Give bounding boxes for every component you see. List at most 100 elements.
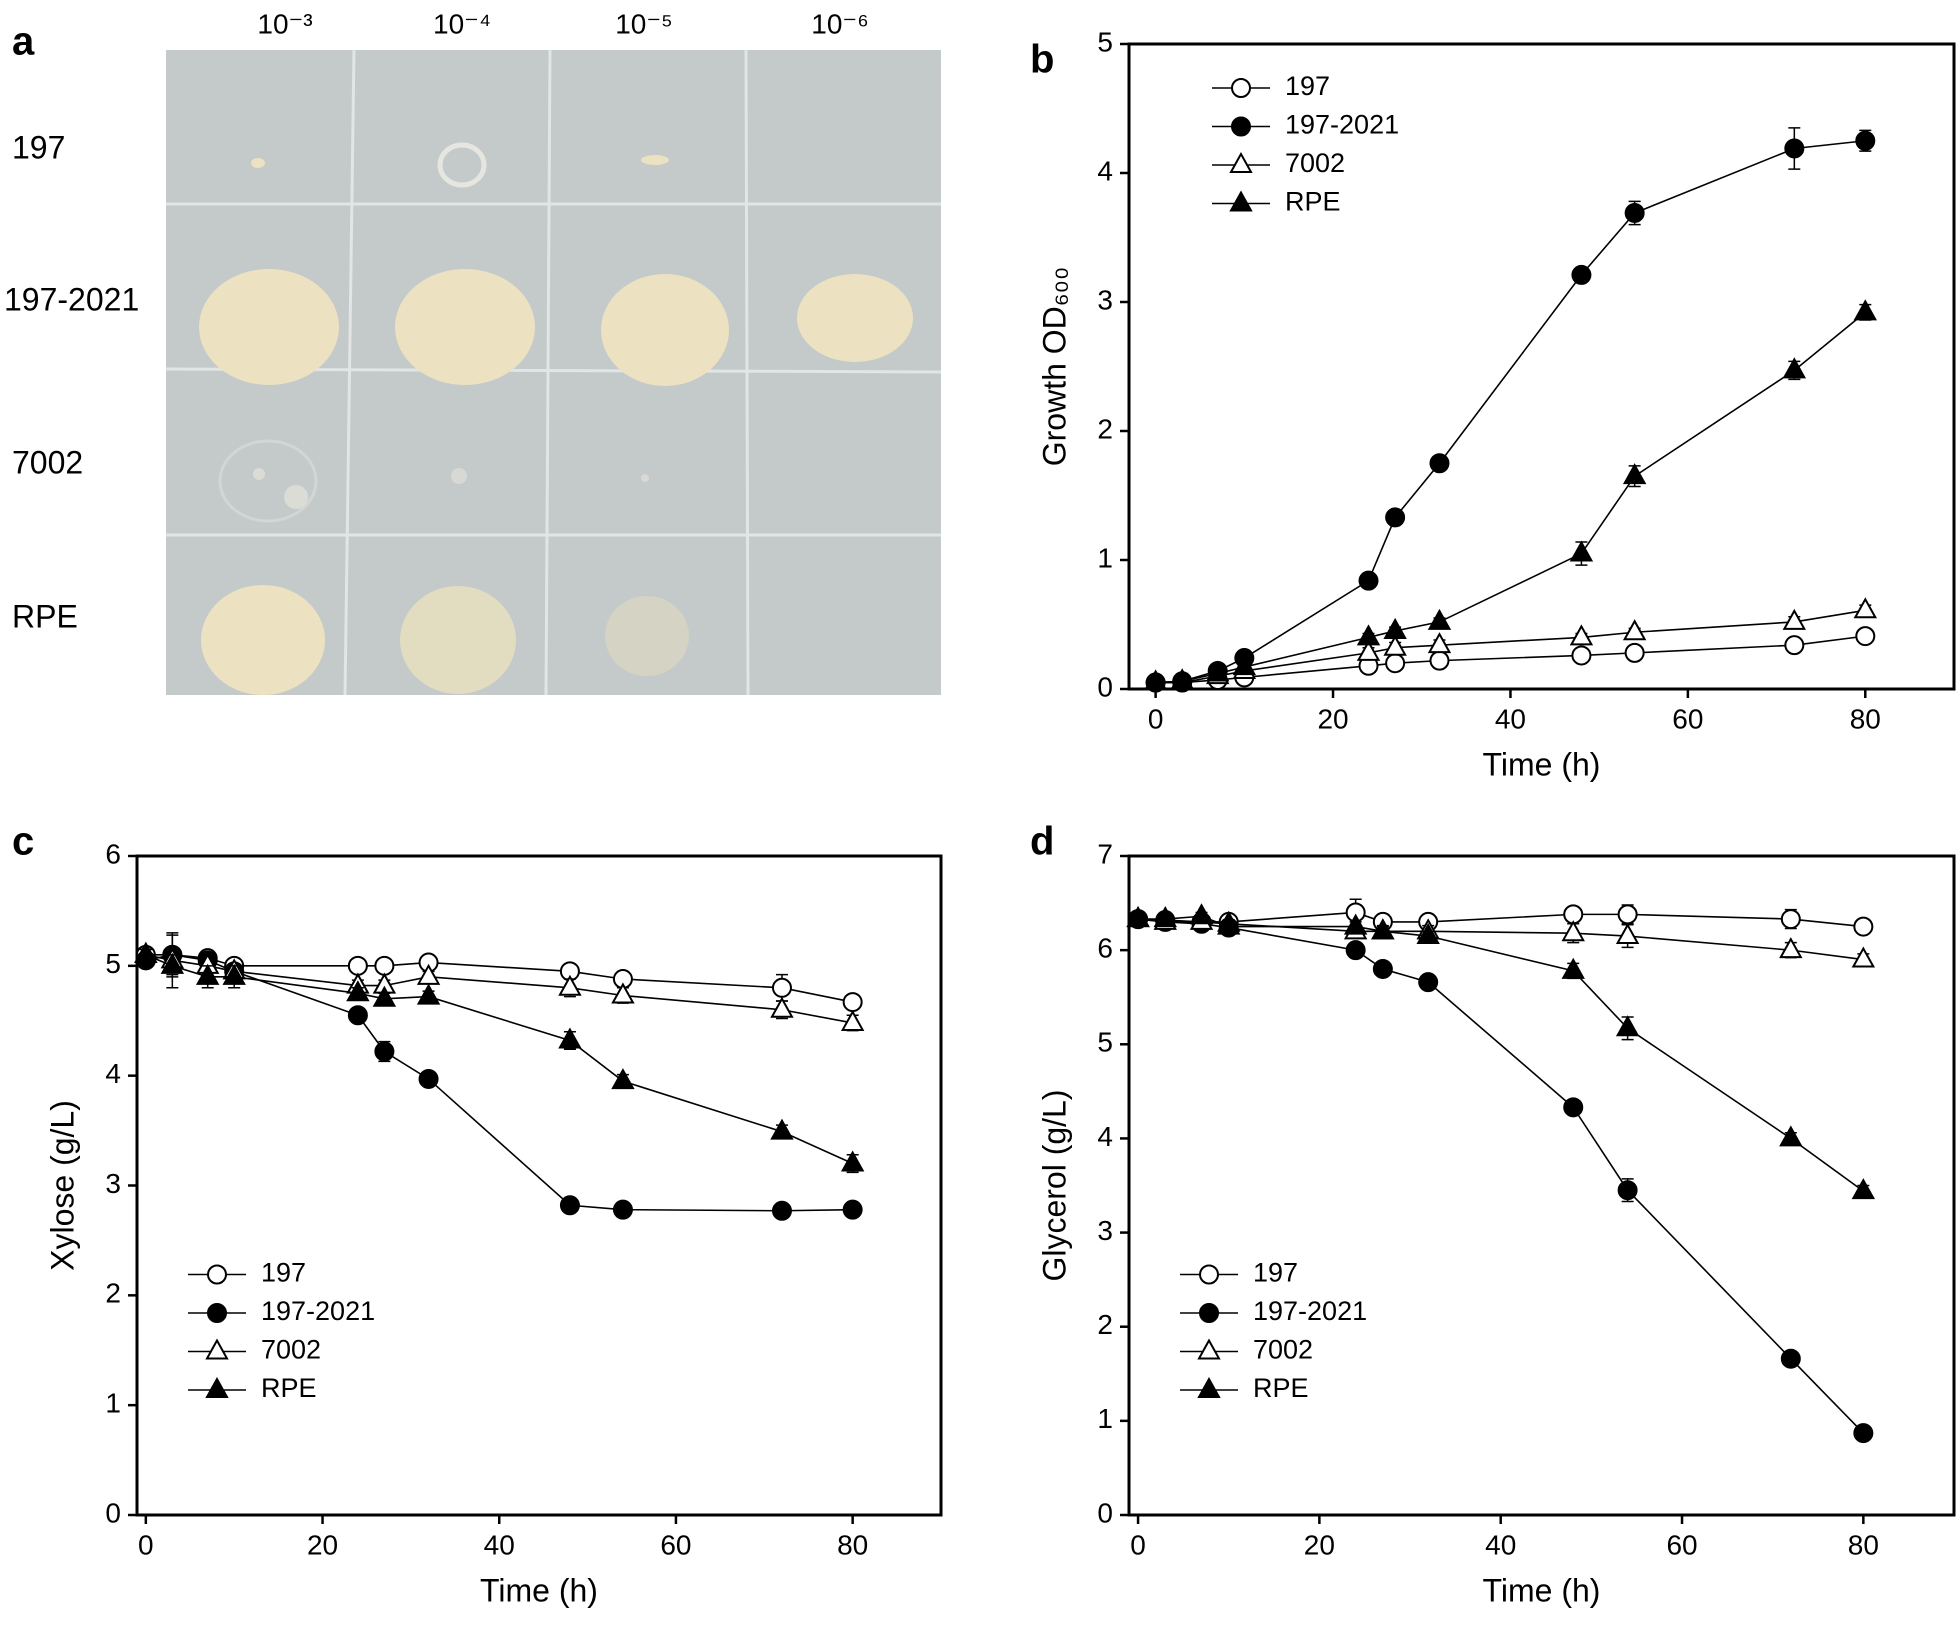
point	[1343, 913, 1368, 935]
point	[1853, 1423, 1874, 1444]
y-tick-label: 5	[105, 948, 121, 979]
y-tick-label: 6	[1097, 933, 1113, 964]
chart: b 0 1 2 3 4 5 0 20 40 60 80 Time (h) Growth OD₆₀₀ 197 1…	[1030, 26, 1956, 782]
point	[1126, 906, 1150, 928]
legend-label: 7002	[1285, 148, 1345, 178]
point	[1563, 1097, 1584, 1118]
strain-label: 197	[12, 129, 65, 165]
y-tick-label: 3	[1097, 1215, 1113, 1246]
point	[770, 1118, 794, 1140]
legend-label: 197-2021	[1253, 1296, 1367, 1326]
panel-label: b	[1030, 38, 1054, 82]
point	[1780, 1348, 1801, 1369]
panel-label: d	[1030, 820, 1054, 864]
point	[842, 1199, 863, 1220]
point	[195, 963, 220, 985]
y-axis-title: Glycerol (g/L)	[1036, 1089, 1072, 1281]
point	[222, 963, 246, 985]
point	[1561, 920, 1585, 942]
x-axis-title: Time (h)	[1483, 746, 1601, 782]
point	[1622, 463, 1647, 485]
dilution-label: 10⁻⁵	[615, 8, 673, 39]
x-tick-label: 40	[1485, 1529, 1516, 1560]
point	[1782, 357, 1807, 379]
dilution-label: 10⁻⁶	[811, 8, 868, 39]
series-line	[1155, 139, 1866, 684]
point	[372, 985, 397, 1007]
x-tick-label: 0	[1130, 1529, 1146, 1560]
point	[1383, 617, 1407, 639]
x-tick-label: 80	[1850, 703, 1881, 734]
legend-label: 197-2021	[1285, 110, 1399, 140]
y-tick-label: 0	[105, 1497, 121, 1528]
y-tick-label: 3	[1097, 284, 1113, 315]
point	[1429, 650, 1450, 671]
point	[1784, 138, 1805, 159]
y-tick-label: 1	[1097, 542, 1113, 573]
point	[1780, 909, 1801, 930]
point	[559, 1195, 580, 1216]
point	[1383, 634, 1407, 656]
panel-label: c	[12, 820, 34, 864]
point	[1153, 906, 1177, 928]
point	[1615, 1015, 1640, 1037]
dilution-label: 10⁻⁴	[433, 8, 491, 39]
legend-label: 197	[1285, 71, 1330, 101]
point	[558, 1027, 582, 1049]
legend-label: 197-2021	[261, 1296, 375, 1326]
point	[160, 952, 185, 974]
point	[374, 955, 395, 976]
point	[1569, 624, 1594, 646]
strain-label: 197-2021	[4, 281, 139, 317]
y-tick-label: 2	[105, 1278, 121, 1309]
point	[134, 941, 158, 963]
point	[1371, 918, 1395, 940]
point	[1345, 940, 1366, 961]
point	[1427, 632, 1452, 654]
point	[1851, 946, 1876, 968]
point	[1206, 660, 1230, 682]
point	[1784, 635, 1805, 656]
point	[840, 1009, 865, 1031]
point	[1229, 151, 1253, 173]
point	[1853, 597, 1877, 619]
x-tick-label: 40	[484, 1529, 515, 1560]
x-tick-label: 0	[138, 1529, 154, 1560]
point	[1229, 190, 1253, 212]
point	[611, 1068, 635, 1090]
plot-frame	[1127, 854, 1956, 1517]
point	[770, 996, 794, 1018]
plate-photo	[165, 49, 942, 696]
point	[1617, 904, 1638, 925]
point	[1418, 972, 1439, 993]
point	[1429, 453, 1450, 474]
point	[1231, 116, 1251, 137]
y-tick-label: 4	[1097, 1121, 1113, 1152]
point	[1561, 957, 1585, 979]
point	[1199, 1303, 1219, 1323]
point	[1855, 626, 1876, 647]
point	[1372, 958, 1393, 979]
point	[1615, 922, 1640, 945]
x-tick-label: 80	[1848, 1529, 1879, 1560]
legend-label: 7002	[261, 1335, 321, 1365]
y-tick-label: 5	[1097, 1027, 1113, 1058]
y-tick-label: 2	[1097, 1309, 1113, 1340]
point	[1853, 299, 1877, 321]
point	[1851, 1178, 1876, 1200]
x-tick-label: 60	[660, 1529, 691, 1560]
y-axis-title: Growth OD₆₀₀	[1036, 267, 1072, 467]
point	[346, 980, 370, 1002]
point	[1197, 1338, 1221, 1360]
point	[374, 1041, 395, 1062]
point	[1427, 608, 1452, 630]
y-axis-title: Xylose (g/L)	[44, 1100, 80, 1271]
y-tick-label: 4	[105, 1058, 121, 1089]
point	[1782, 608, 1807, 630]
dilution-label: 10⁻³	[257, 8, 312, 39]
x-tick-label: 60	[1672, 703, 1703, 734]
point	[347, 955, 368, 976]
